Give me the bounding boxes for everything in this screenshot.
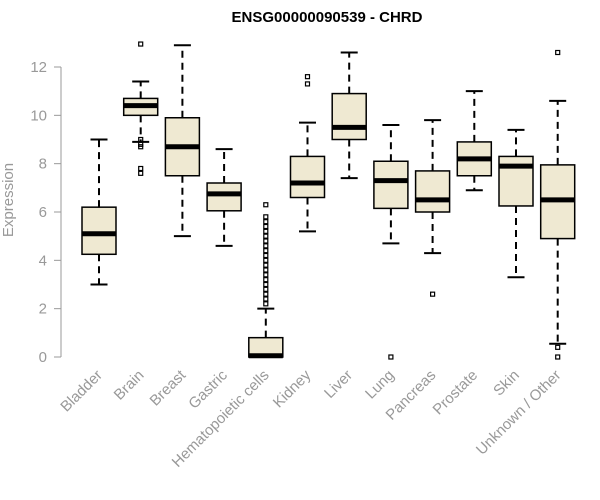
box-liver <box>331 51 367 180</box>
outlier-point <box>304 81 311 87</box>
outlier-point <box>555 354 561 360</box>
y-axis-label: Expression <box>0 163 17 237</box>
iqr-box <box>289 155 326 199</box>
chart-title: ENSG00000090539 - CHRD <box>232 9 423 26</box>
outlier-point <box>263 257 269 263</box>
iqr-box <box>373 160 409 210</box>
outlier-point <box>263 277 269 283</box>
iqr-box <box>206 182 242 212</box>
x-tick-label: Bladder <box>57 367 106 416</box>
x-tick-label: Brain <box>111 367 148 404</box>
outlier-point <box>263 202 269 208</box>
box-pancreas <box>414 119 451 297</box>
iqr-box <box>81 206 117 256</box>
x-tick-label: Lung <box>362 367 398 403</box>
outlier-point <box>388 354 394 360</box>
outlier-point <box>138 144 144 150</box>
outlier-point <box>430 291 436 297</box>
outlier-point <box>263 214 269 220</box>
box-skin <box>498 128 534 279</box>
outlier-point <box>555 49 561 56</box>
outlier-point <box>263 291 269 297</box>
outlier-point <box>263 252 269 259</box>
box-kidney <box>289 74 326 233</box>
x-tick-label: Breast <box>147 366 190 409</box>
outlier-point <box>263 272 269 278</box>
x-tick-label: Liver <box>321 367 356 402</box>
outlier-point <box>263 228 269 234</box>
box-prostate <box>456 90 493 192</box>
outlier-point <box>138 170 144 176</box>
box-gastric <box>206 148 242 247</box>
box-hematopoietic-cells <box>248 202 284 359</box>
x-tick-label: Skin <box>490 367 523 400</box>
outlier-point <box>138 41 144 47</box>
outlier-point <box>263 281 269 288</box>
box-breast <box>164 44 201 238</box>
outlier-point <box>263 296 269 302</box>
outlier-point <box>263 248 269 254</box>
outlier-point <box>138 136 144 143</box>
outlier-point <box>263 243 269 249</box>
outlier-point <box>138 165 144 172</box>
box-bladder <box>81 138 117 286</box>
box-unknown-other <box>539 49 576 360</box>
y-tick-label: 4 <box>39 252 47 269</box>
outlier-point <box>263 223 269 230</box>
y-tick-label: 6 <box>39 204 47 221</box>
outlier-point <box>263 262 269 268</box>
y-tick-label: 0 <box>39 349 47 366</box>
y-tick-label: 10 <box>30 107 47 124</box>
boxes-group <box>81 41 576 360</box>
iqr-box <box>331 92 367 141</box>
y-axis: 0 2 4 6 8 10 12 <box>30 59 62 366</box>
y-tick-label: 2 <box>39 301 47 318</box>
box-brain <box>122 41 159 176</box>
outlier-point <box>263 301 269 307</box>
y-tick-label: 12 <box>30 59 47 76</box>
iqr-box <box>414 170 451 213</box>
outlier-point <box>263 219 269 225</box>
outlier-point <box>555 344 561 350</box>
box-lung <box>373 124 409 360</box>
outlier-point <box>263 267 269 273</box>
outlier-point <box>263 238 269 244</box>
outlier-point <box>263 286 269 292</box>
outlier-point <box>263 233 269 239</box>
x-tick-label: Kidney <box>270 366 315 411</box>
x-tick-label: Prostate <box>430 367 482 419</box>
y-tick-label: 8 <box>39 156 47 173</box>
outlier-point <box>304 74 311 80</box>
